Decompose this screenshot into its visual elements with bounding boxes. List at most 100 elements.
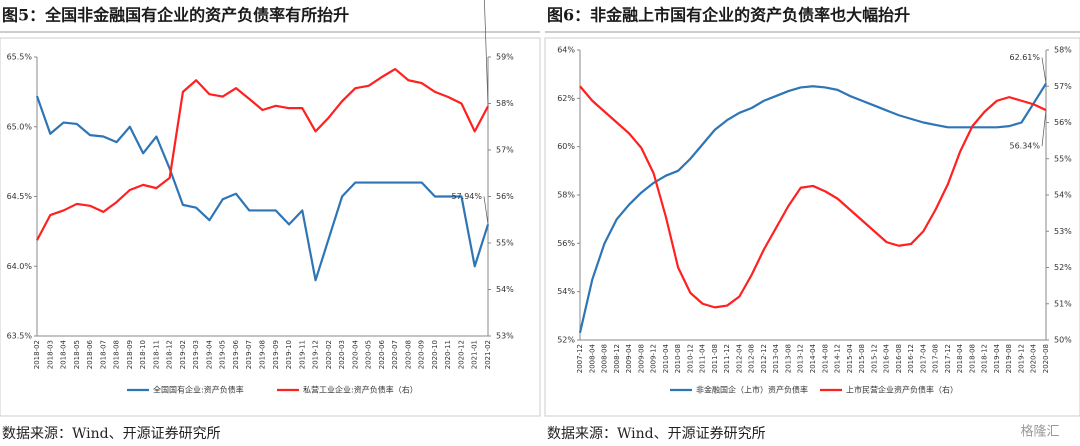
x-tick-label: 2013-08: [784, 344, 792, 373]
x-tick-label: 2009-04: [625, 343, 633, 373]
y-tick-label: 56%: [557, 239, 575, 248]
x-tick-label: 2014-04: [809, 343, 817, 373]
y2-tick-label: 50%: [1054, 336, 1072, 345]
x-tick-label: 2019-05: [219, 340, 227, 369]
x-tick-label: 2017-08: [932, 344, 940, 373]
x-tick-label: 2021-02: [484, 340, 492, 369]
x-tick-label: 2008-04: [588, 343, 596, 373]
x-tick-label: 2018-08: [968, 344, 976, 373]
annotation: 57.94%: [451, 192, 482, 201]
x-tick-label: 2018-12: [166, 340, 174, 369]
x-tick-label: 2007-12: [576, 344, 584, 373]
x-tick-label: 2016-08: [895, 344, 903, 373]
x-tick-label: 2018-12: [981, 344, 989, 373]
x-tick-label: 2020-12: [457, 340, 465, 369]
x-tick-label: 2017-12: [944, 344, 952, 373]
x-tick-label: 2020-08: [404, 340, 412, 369]
x-tick-label: 2018-09: [126, 340, 134, 369]
line: [35, 95, 490, 282]
x-tick-label: 2011-12: [723, 344, 731, 373]
x-tick-label: 2010-12: [686, 344, 694, 373]
y-tick-label: 65.5%: [7, 53, 33, 62]
x-tick-label: 2011-08: [711, 344, 719, 373]
x-tick-label: 2020-09: [418, 340, 426, 369]
x-tick-label: 2012-12: [760, 344, 768, 373]
y2-tick-label: 58%: [496, 99, 514, 108]
x-tick-label: 2010-08: [674, 344, 682, 373]
annotation-leader: [1041, 110, 1047, 147]
x-tick-label: 2009-12: [650, 344, 658, 373]
x-tick-label: 2020-07: [391, 340, 399, 369]
x-tick-label: 2019-12: [1017, 344, 1025, 373]
legend-label: 私营工业企业:资产负债率（右）: [303, 385, 418, 395]
x-tick-label: 2015-04: [846, 343, 854, 373]
y2-tick-label: 58%: [1054, 46, 1072, 55]
y2-tick-label: 54%: [1054, 191, 1072, 200]
x-tick-label: 2008-08: [601, 344, 609, 373]
legend-label: 非金融国企（上市）资产负债率: [696, 385, 808, 395]
x-tick-label: 2020-03: [338, 340, 346, 369]
plot-frame: [544, 37, 1080, 417]
x-tick-label: 2011-04: [699, 343, 707, 373]
x-tick-label: 2012-08: [748, 344, 756, 373]
x-tick-label: 2019-02: [179, 340, 187, 369]
x-tick-label: 2014-12: [834, 344, 842, 373]
y2-tick-label: 57%: [1054, 82, 1072, 91]
y-tick-label: 52%: [557, 336, 575, 345]
x-tick-label: 2020-04: [1030, 343, 1038, 373]
y-tick-label: 62%: [557, 94, 575, 103]
y-tick-label: 65.0%: [7, 122, 33, 131]
y2-tick-label: 59%: [496, 53, 514, 62]
annotation: 62.61%: [1009, 53, 1040, 62]
y2-tick-label: 51%: [1054, 299, 1072, 308]
x-tick-label: 2019-04: [993, 343, 1001, 373]
legend-label: 全国国有企业:资产负债率: [153, 385, 244, 395]
x-tick-label: 2018-03: [46, 340, 54, 369]
x-tick-label: 2017-04: [919, 343, 927, 373]
x-tick-label: 2018-02: [33, 340, 41, 369]
x-tick-label: 2019-09: [272, 340, 280, 369]
x-tick-label: 2018-07: [99, 340, 107, 369]
y-tick-label: 58%: [557, 191, 575, 200]
y2-tick-label: 55%: [496, 239, 514, 248]
x-tick-label: 2019-11: [298, 340, 306, 369]
y2-tick-label: 57%: [496, 146, 514, 155]
source-note: 数据来源：Wind、开源证券研究所: [547, 426, 766, 442]
line: [579, 85, 1047, 309]
x-tick-label: 2009-08: [637, 344, 645, 373]
y-tick-label: 54%: [557, 287, 575, 296]
y2-tick-label: 52%: [1054, 263, 1072, 272]
y2-tick-label: 54%: [496, 285, 514, 294]
line: [36, 67, 489, 241]
x-tick-label: 2020-06: [378, 339, 386, 369]
x-tick-label: 2013-12: [797, 344, 805, 373]
x-tick-label: 2018-10: [139, 340, 147, 369]
x-tick-label: 2018-04: [60, 339, 68, 369]
x-tick-label: 2019-06: [232, 339, 240, 369]
line: [578, 83, 1047, 333]
x-tick-label: 2020-08: [1042, 344, 1050, 373]
x-tick-label: 2020-02: [325, 340, 333, 369]
y2-tick-label: 53%: [1054, 227, 1072, 236]
annotation-leader: [483, 196, 489, 225]
y2-tick-label: 55%: [1054, 154, 1072, 163]
legend-label: 上市民营企业资产负债率（右）: [846, 385, 958, 395]
x-tick-label: 2012-04: [735, 343, 743, 373]
x-tick-label: 2008-12: [613, 344, 621, 373]
annotation: 56.34%: [1009, 142, 1040, 151]
y-tick-label: 64.0%: [7, 262, 33, 271]
x-tick-label: 2019-07: [245, 340, 253, 369]
x-tick-label: 2020-10: [431, 340, 439, 369]
x-tick-label: 2018-05: [73, 340, 81, 369]
y2-tick-label: 53%: [496, 332, 514, 341]
x-tick-label: 2013-04: [772, 343, 780, 373]
watermark: 格隆汇: [1020, 424, 1059, 440]
x-tick-label: 2018-06: [86, 339, 94, 369]
x-tick-label: 2018-11: [152, 340, 160, 369]
x-tick-label: 2015-08: [858, 344, 866, 373]
y-tick-label: 64.5%: [7, 192, 33, 201]
y-tick-label: 64%: [557, 46, 575, 55]
x-tick-label: 2018-08: [113, 340, 121, 369]
x-tick-label: 2019-04: [205, 339, 213, 369]
